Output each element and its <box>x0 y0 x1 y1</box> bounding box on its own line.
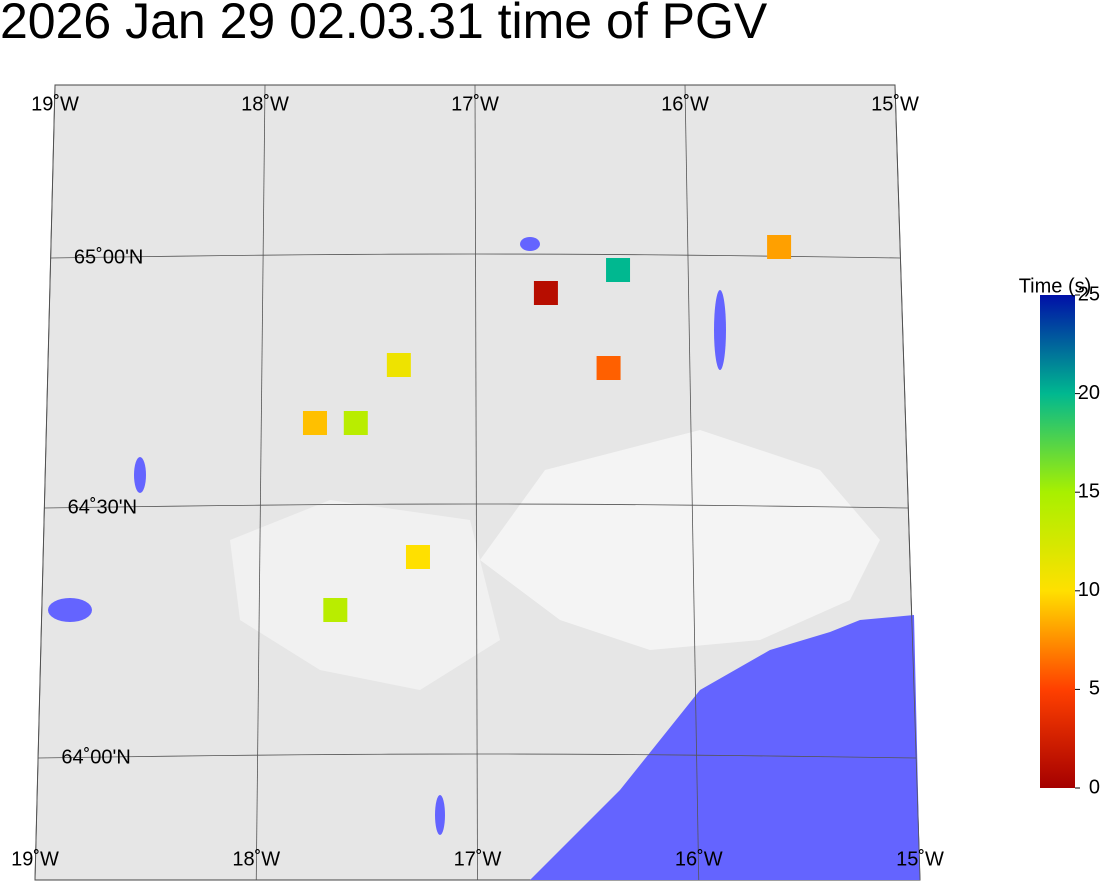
colorbar-tick-label: 5 <box>1089 678 1100 700</box>
station <box>596 356 621 380</box>
lon-label: 17˚W <box>454 848 502 870</box>
stations <box>302 235 792 622</box>
graticule: 19˚W 19˚W 18˚W 18˚W 17˚W 17˚W 16˚W 16˚W 15˚W 15˚W… <box>11 84 944 881</box>
ice-cap <box>230 500 500 690</box>
colorbar-tick-label: 0 <box>1089 776 1100 798</box>
colorbar-tick-label: 10 <box>1078 579 1100 601</box>
parallel <box>38 753 917 759</box>
sea <box>530 615 920 880</box>
colorbar <box>1040 295 1075 788</box>
meridian <box>474 84 478 881</box>
meridian <box>255 84 266 881</box>
station <box>767 235 792 259</box>
lon-label: 19˚W <box>11 848 59 870</box>
parallel <box>50 253 901 259</box>
station <box>405 545 430 569</box>
meridian <box>684 84 700 881</box>
lon-label: 18˚W <box>232 848 280 870</box>
station <box>533 281 558 305</box>
colorbar-tick-label: 25 <box>1078 283 1100 305</box>
parallel <box>44 503 909 509</box>
colorbar-tick-label: 20 <box>1078 382 1100 404</box>
lon-label: 16˚W <box>675 848 723 870</box>
lat-label: 65˚00'N <box>74 246 143 268</box>
station <box>302 411 327 435</box>
meridian <box>894 84 921 881</box>
ice-cap <box>480 430 880 650</box>
station <box>323 598 348 622</box>
lat-label: 64˚30'N <box>68 496 137 518</box>
colorbar-label: Time (s) <box>1019 275 1092 297</box>
lon-label: 19˚W <box>31 93 79 115</box>
title: 2026 Jan 29 02.03.31 time of PGV <box>0 0 768 49</box>
station <box>606 258 631 282</box>
lon-label: 15˚W <box>896 848 944 870</box>
lakes <box>48 237 726 835</box>
lon-label: 18˚W <box>241 93 289 115</box>
station <box>386 353 411 377</box>
meridian <box>34 84 56 881</box>
lon-label: 16˚W <box>661 93 709 115</box>
lat-label: 64˚00'N <box>61 746 130 768</box>
lon-label: 17˚W <box>451 93 499 115</box>
station <box>343 411 368 435</box>
lon-label: 15˚W <box>871 93 919 115</box>
colorbar-tick-label: 15 <box>1078 480 1100 502</box>
